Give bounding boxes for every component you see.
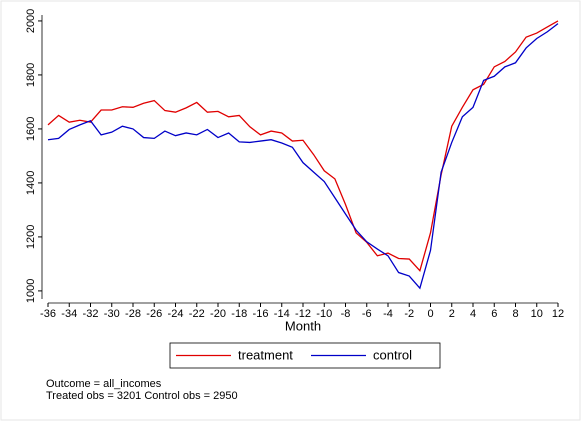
- legend-label: treatment: [238, 347, 293, 362]
- x-axis-label: Month: [285, 318, 321, 333]
- x-tick-label: 0: [427, 308, 433, 320]
- x-tick-label: -22: [189, 308, 205, 320]
- y-tick-label: 1800: [25, 63, 37, 87]
- x-tick-label: -36: [40, 308, 56, 320]
- x-tick-label: -8: [341, 308, 351, 320]
- x-tick-label: -10: [316, 308, 332, 320]
- x-tick-label: -18: [231, 308, 247, 320]
- x-tick-label: -16: [253, 308, 269, 320]
- line: [47, 23, 559, 290]
- note: Treated obs = 3201 Control obs = 2950: [46, 390, 238, 402]
- x-tick-label: 4: [470, 308, 476, 320]
- x-tick-label: -2: [404, 308, 414, 320]
- x-tick-label: -28: [125, 308, 141, 320]
- x-tick-label: -12: [295, 308, 311, 320]
- x-tick-label: -14: [274, 308, 290, 320]
- x-tick-label: -34: [61, 308, 77, 320]
- note: Outcome = all_incomes: [46, 378, 162, 390]
- x-tick-label: -26: [146, 308, 162, 320]
- x-tick-label: 6: [491, 308, 497, 320]
- line: [47, 20, 559, 272]
- x-tick-label: -32: [83, 308, 99, 320]
- x-tick-label: 12: [552, 308, 564, 320]
- x-tick-label: 2: [449, 308, 455, 320]
- y-tick-label: 1000: [25, 279, 37, 303]
- x-tick-label: -24: [168, 308, 184, 320]
- x-tick-label: -20: [210, 308, 226, 320]
- x-tick-label: -30: [104, 308, 120, 320]
- y-tick-label: 2000: [25, 9, 37, 33]
- y-tick-label: 1600: [25, 117, 37, 141]
- x-tick-label: 10: [531, 308, 543, 320]
- legend-label: control: [373, 347, 412, 362]
- y-tick-label: 1200: [25, 225, 37, 249]
- x-tick-label: -4: [383, 308, 393, 320]
- x-tick-label: -6: [362, 308, 372, 320]
- y-tick-label: 1400: [25, 171, 37, 195]
- x-tick-label: 8: [512, 308, 518, 320]
